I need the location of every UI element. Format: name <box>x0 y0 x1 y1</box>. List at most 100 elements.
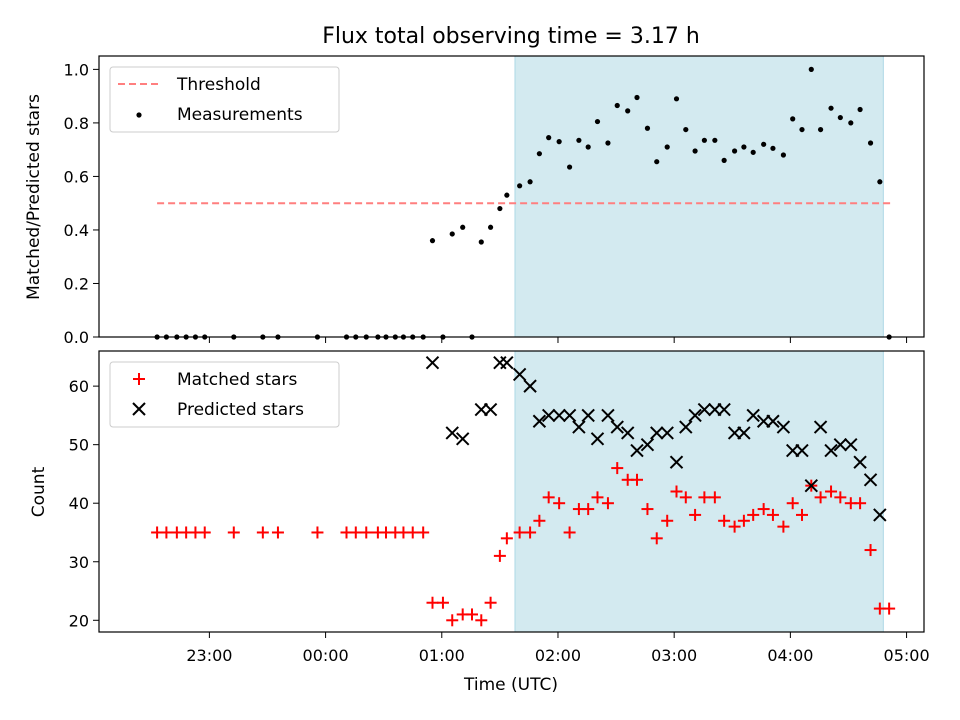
predicted-stars-marker <box>630 443 644 458</box>
matched-stars-marker <box>698 491 711 504</box>
count-panel-frame <box>98 350 925 633</box>
predicted-stars-marker <box>425 356 440 370</box>
measurements-point <box>605 140 611 146</box>
matched-stars-marker <box>500 532 513 545</box>
x-tick-label: 00:00 <box>303 646 349 665</box>
measurements-point <box>837 114 843 121</box>
predicted-stars-marker <box>500 356 514 370</box>
x-tick-label: 01:00 <box>419 646 465 665</box>
matched-stars-marker <box>728 520 741 533</box>
matched-stars-marker <box>670 485 683 498</box>
matched-stars-marker <box>689 508 702 521</box>
predicted-stars-marker <box>523 379 537 393</box>
measurements-point <box>478 239 484 245</box>
predicted-stars-marker <box>737 426 751 440</box>
predicted-stars-marker <box>581 408 595 423</box>
matched-stars-marker <box>227 526 240 539</box>
predicted-stars-marker <box>804 478 818 493</box>
predicted-stars-marker <box>795 443 809 458</box>
predicted-stars-marker <box>512 367 527 382</box>
predicted-stars-marker <box>493 356 507 370</box>
predicted-stars-marker <box>833 437 848 452</box>
predicted-stars-marker <box>601 408 615 423</box>
measurements-point <box>614 102 620 109</box>
matched-stars-marker <box>679 491 692 504</box>
matched-stars-marker <box>426 596 439 609</box>
ratio-panel: 0.0 0.2 0.4 0.6 0.8 1.0 Matched/Predicted sta… <box>24 55 925 347</box>
matched-stars-marker <box>661 514 674 527</box>
measurements-point <box>594 118 601 125</box>
matched-stars-marker <box>864 544 877 557</box>
measurements-point <box>780 152 787 158</box>
matched-stars-marker <box>417 526 430 539</box>
matched-stars-marker <box>493 549 506 562</box>
predicted-stars-marker <box>813 420 828 434</box>
x-axis-label: Time (UTC) <box>463 675 558 695</box>
legend-predicted-label: Predicted stars <box>177 400 304 420</box>
measurements-point <box>877 179 883 185</box>
predicted-stars-marker <box>562 408 577 423</box>
predicted-stars-marker <box>640 437 655 452</box>
measurements-point <box>664 144 670 150</box>
matched-stars-marker <box>446 614 459 627</box>
measurements-point <box>460 224 466 230</box>
ratio-y-tick-label: 0.8 <box>64 114 89 133</box>
count-panel: 23:00 00:00 01:00 02:00 03:00 04:00 05:00 20 30 4… <box>29 350 930 665</box>
predicted-stars-marker <box>660 426 674 440</box>
matched-stars-marker <box>256 526 269 539</box>
matched-stars-marker <box>641 503 654 516</box>
measurements-point <box>721 157 727 163</box>
measurements-point <box>828 105 834 111</box>
predicted-stars-marker <box>572 420 586 434</box>
predicted-stars-marker <box>552 408 566 423</box>
matched-stars-marker <box>630 473 643 486</box>
measurements-point <box>712 137 718 143</box>
matched-stars-marker <box>475 614 488 627</box>
matched-stars-marker <box>542 491 555 504</box>
count-y-tick-label: 40 <box>69 494 89 513</box>
matched-stars-marker <box>718 514 731 527</box>
predicted-stars-marker <box>688 408 702 423</box>
count-y-tick-label: 30 <box>69 553 89 572</box>
measurements-point <box>857 106 863 113</box>
matched-stars-marker <box>533 514 546 527</box>
x-tick-label: 03:00 <box>651 646 697 665</box>
legend-matched-swatch <box>133 373 145 385</box>
measurements-point <box>770 145 776 151</box>
measurements-point <box>817 126 824 133</box>
measurements-point <box>504 192 510 198</box>
matched-stars-marker <box>198 526 211 539</box>
matched-stars-marker <box>553 497 566 510</box>
matched-stars-marker <box>160 526 173 539</box>
ratio-y-tick-label: 1.0 <box>64 60 89 79</box>
matched-stars-marker <box>524 526 537 539</box>
matched-stars-marker <box>406 526 419 539</box>
chart-title: Flux total observing time = 3.17 h <box>322 24 700 49</box>
measurements-point <box>517 183 523 189</box>
matched-stars-marker <box>601 497 614 510</box>
measurements-point <box>654 159 660 165</box>
ratio-y-axis-label: Matched/Predicted stars <box>24 94 44 300</box>
predicted-stars-marker <box>620 426 635 440</box>
measurements-point <box>848 120 854 126</box>
matched-stars-marker <box>360 526 373 539</box>
count-legend: Matched stars Predicted stars <box>109 361 340 428</box>
matched-stars-marker <box>786 497 799 510</box>
matched-stars-marker <box>757 503 770 516</box>
measurements-point <box>449 231 455 237</box>
ratio-y-tick-label: 0.0 <box>64 328 89 347</box>
predicted-stars-marker <box>455 432 470 446</box>
matched-stars-marker <box>795 508 808 521</box>
measurements-point <box>634 94 640 101</box>
measurements-point <box>644 125 651 131</box>
predicted-stars-marker <box>853 455 867 469</box>
count-panel-observing-span <box>514 351 884 632</box>
measurements-point <box>497 205 503 212</box>
matched-stars-marker <box>311 526 324 539</box>
predicted-stars-marker <box>844 437 858 452</box>
matched-stars-marker <box>349 526 362 539</box>
ratio-legend: Threshold Measurements <box>109 66 340 133</box>
measurements-point <box>790 116 796 122</box>
matched-stars-marker <box>737 514 750 527</box>
predicted-stars-marker <box>532 414 547 428</box>
